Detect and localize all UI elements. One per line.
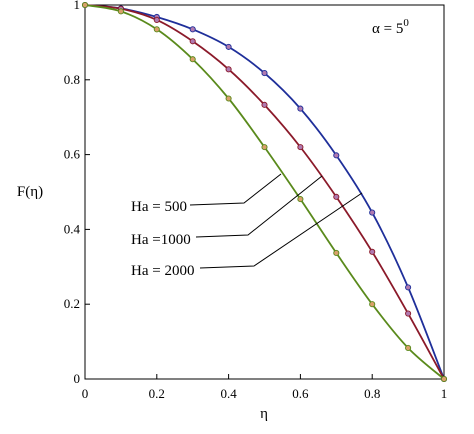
y-tick-label: 0.6 xyxy=(64,147,81,162)
data-point xyxy=(405,284,412,291)
leader-line-0 xyxy=(189,173,282,206)
series-lines xyxy=(84,4,445,380)
axis-ticks: 0 0.2 0.4 0.6 0.8 1 0 0.2 0.4 0.6 0.8 1 xyxy=(64,0,448,401)
data-point xyxy=(369,248,376,255)
x-tick-label: 0.4 xyxy=(220,386,237,401)
data-point xyxy=(261,101,268,108)
data-point xyxy=(333,249,340,257)
y-tick-label: 0.8 xyxy=(64,72,80,87)
annotation-leaders xyxy=(189,173,363,269)
label-ha-500: Ha = 500 xyxy=(131,199,187,215)
data-point xyxy=(225,66,232,73)
y-tick-label: 0 xyxy=(74,371,81,386)
y-axis-label: F(η) xyxy=(17,184,43,200)
y-tick-label: 0.2 xyxy=(64,296,80,311)
x-tick-label: 1 xyxy=(441,386,448,401)
data-point xyxy=(369,209,376,216)
label-ha-2000: Ha = 2000 xyxy=(131,263,194,279)
data-point xyxy=(261,144,268,151)
data-point xyxy=(369,301,376,308)
data-point xyxy=(81,1,89,9)
data-point xyxy=(405,310,412,317)
data-point xyxy=(297,105,304,112)
series-line-1 xyxy=(84,4,445,380)
x-tick-label: 0.8 xyxy=(364,386,380,401)
x-axis-label: η xyxy=(260,406,268,422)
leader-line-1 xyxy=(195,175,323,238)
data-point xyxy=(261,70,268,77)
data-point xyxy=(153,16,160,24)
y-tick-label: 1 xyxy=(74,0,81,12)
label-ha-1000: Ha =1000 xyxy=(131,232,191,248)
alpha-annotation: α = 50 xyxy=(372,17,409,37)
data-point xyxy=(225,43,232,50)
data-point xyxy=(297,144,304,151)
series-line-0 xyxy=(84,4,445,380)
data-point xyxy=(153,26,160,33)
data-point xyxy=(440,375,448,383)
series-markers xyxy=(81,1,448,383)
y-tick-label: 0.4 xyxy=(64,221,81,236)
data-point xyxy=(405,344,412,352)
leader-line-2 xyxy=(199,192,363,269)
x-tick-label: 0.2 xyxy=(149,386,165,401)
alpha-annotation-base: α = 5 xyxy=(372,21,403,37)
alpha-annotation-sup: 0 xyxy=(403,17,409,29)
data-point xyxy=(189,26,196,33)
data-point xyxy=(333,152,340,159)
series-line-2 xyxy=(84,4,445,380)
plot-frame xyxy=(84,4,445,380)
data-point xyxy=(225,95,232,102)
data-point xyxy=(189,56,196,63)
x-tick-label: 0.6 xyxy=(292,386,309,401)
data-point xyxy=(297,196,304,203)
data-point xyxy=(189,38,196,45)
data-point xyxy=(333,193,340,200)
data-point xyxy=(117,8,124,15)
x-tick-label: 0 xyxy=(82,386,89,401)
